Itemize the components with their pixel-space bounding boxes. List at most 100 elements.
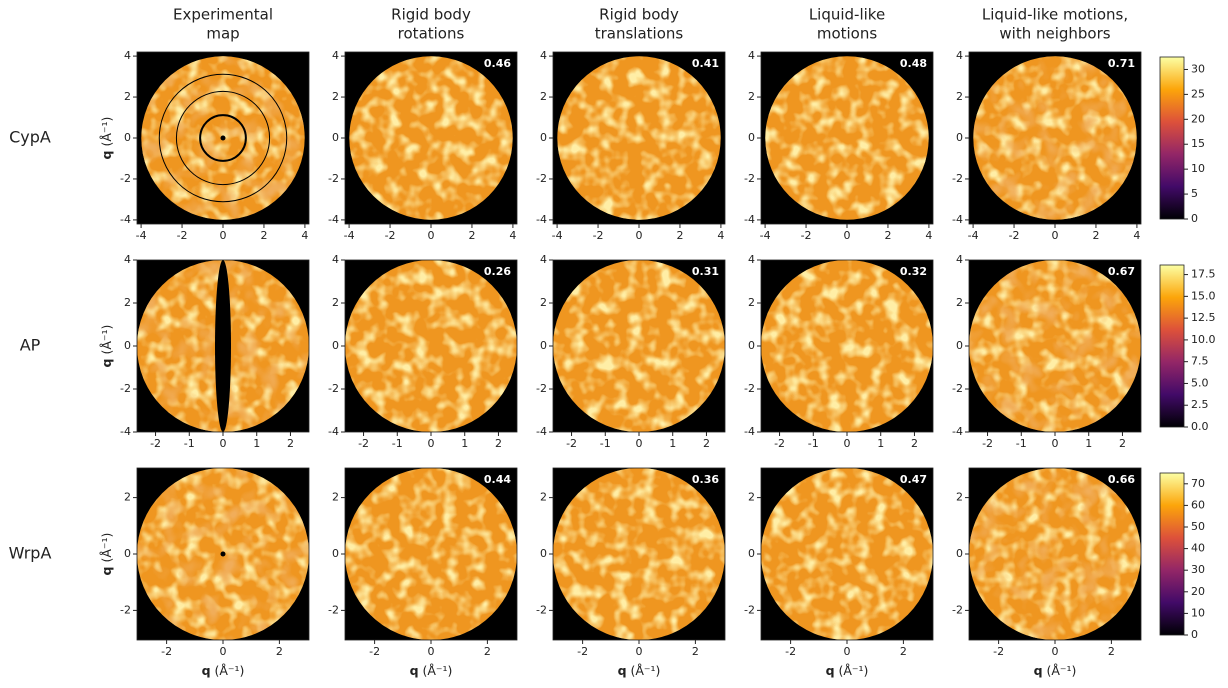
- correlation-label: 0.26: [484, 265, 511, 278]
- y-tick-label: 4: [540, 49, 547, 62]
- map-texture: [761, 260, 933, 432]
- correlation-label: 0.67: [1108, 265, 1135, 278]
- x-tick-label: -4: [552, 229, 563, 242]
- x-tick-label: -2: [774, 437, 785, 450]
- x-tick-label: 1: [669, 437, 676, 450]
- panel: 0.46 -4 -2 0 2 4 -4 -2 0 2 4: [328, 49, 518, 242]
- y-tick-label: -2: [536, 603, 547, 616]
- y-tick-label: 0: [748, 547, 755, 560]
- y-tick-label: 2: [748, 296, 755, 309]
- column-title: motions: [817, 25, 878, 43]
- panel: 0.47 -2 0 2 -2 0 2: [744, 467, 934, 658]
- y-tick-label: -2: [952, 172, 963, 185]
- colorbar-tick-label: 0: [1191, 628, 1198, 641]
- mask-ring: [199, 114, 247, 162]
- axis-unit: (Å⁻¹): [215, 663, 245, 678]
- panel: -2 0 2 -2 0 2: [120, 467, 310, 658]
- correlation-label: 0.41: [692, 57, 719, 70]
- beam-center: [220, 343, 226, 349]
- y-tick-label: 0: [332, 339, 339, 352]
- y-tick-label: -2: [744, 172, 755, 185]
- y-tick-label: 4: [748, 253, 755, 266]
- axis-label: q (Å⁻¹): [99, 533, 114, 576]
- x-tick-label: -2: [801, 229, 812, 242]
- x-tick-label: -4: [344, 229, 355, 242]
- axis-label: q (Å⁻¹): [410, 663, 453, 678]
- x-tick-label: 0: [844, 437, 851, 450]
- beam-center: [220, 135, 226, 141]
- x-tick-label: -1: [808, 437, 819, 450]
- colorbar-tick-label: 10.0: [1191, 333, 1216, 346]
- colorbar-tick-label: 2.5: [1191, 398, 1209, 411]
- map-texture-dark: [969, 260, 1141, 432]
- axis-symbol: q: [1034, 663, 1043, 678]
- colorbar-tick-label: 7.5: [1191, 355, 1209, 368]
- panel: -2 -1 0 1 2 -4 -2 0 2 4: [120, 253, 310, 450]
- map-texture-dark: [969, 468, 1141, 640]
- correlation-label: 0.46: [484, 57, 511, 70]
- panel: 0.71 -4 -2 0 2 4 -4 -2 0 2 4: [952, 49, 1142, 242]
- colorbar-tick-label: 12.5: [1191, 311, 1216, 324]
- x-tick-label: 0: [636, 645, 643, 658]
- row-label: AP: [20, 336, 41, 355]
- y-tick-label: 0: [540, 547, 547, 560]
- panel: 0.48 -4 -2 0 2 4 -4 -2 0 2 4: [744, 49, 934, 242]
- y-tick-label: 2: [124, 90, 131, 103]
- y-tick-label: -4: [328, 425, 339, 438]
- x-tick-label: 0: [1052, 437, 1059, 450]
- x-tick-label: 2: [495, 437, 502, 450]
- y-tick-label: -4: [952, 425, 963, 438]
- panel: -4 -2 0 2 4 -4 -2 0 2 4: [120, 49, 310, 242]
- y-tick-label: 4: [124, 49, 131, 62]
- y-tick-label: 0: [748, 339, 755, 352]
- y-tick-label: 4: [748, 49, 755, 62]
- x-tick-label: 2: [692, 645, 699, 658]
- axis-label: q (Å⁻¹): [1034, 663, 1077, 678]
- x-tick-label: -4: [968, 229, 979, 242]
- x-tick-label: 0: [428, 437, 435, 450]
- x-tick-label: -2: [566, 437, 577, 450]
- x-tick-label: -2: [369, 645, 380, 658]
- panel: 0.26 -2 -1 0 1 2 -4 -2 0 2 4: [328, 253, 518, 450]
- panel: 0.44 -2 0 2 -2 0 2: [328, 467, 518, 658]
- axis-unit: (Å⁻¹): [631, 663, 661, 678]
- axis-symbol: q: [410, 663, 419, 678]
- colorbar-tick-label: 15.0: [1191, 289, 1216, 302]
- axis-unit: (Å⁻¹): [1047, 663, 1077, 678]
- x-tick-label: 2: [260, 229, 267, 242]
- map-texture: [345, 260, 517, 432]
- x-tick-label: 0: [220, 645, 227, 658]
- mask-ring: [175, 90, 271, 186]
- y-tick-label: -4: [744, 213, 755, 226]
- y-tick-label: 2: [332, 491, 339, 504]
- x-tick-label: 2: [484, 645, 491, 658]
- y-tick-label: 0: [956, 547, 963, 560]
- colorbar-tick-label: 0: [1191, 212, 1198, 225]
- map-texture: [761, 468, 933, 640]
- y-tick-label: 0: [124, 547, 131, 560]
- y-tick-label: -2: [744, 382, 755, 395]
- x-tick-label: 0: [220, 437, 227, 450]
- y-tick-label: -4: [952, 213, 963, 226]
- y-tick-label: -4: [536, 425, 547, 438]
- map-texture-dark: [973, 56, 1137, 220]
- axis-label: q (Å⁻¹): [618, 663, 661, 678]
- correlation-label: 0.32: [900, 265, 927, 278]
- y-tick-label: -2: [328, 172, 339, 185]
- x-tick-label: -2: [593, 229, 604, 242]
- y-tick-label: 2: [540, 491, 547, 504]
- axis-label: q (Å⁻¹): [202, 663, 245, 678]
- y-tick-label: 2: [540, 296, 547, 309]
- x-tick-label: -1: [392, 437, 403, 450]
- panel: 0.41 -4 -2 0 2 4 -4 -2 0 2 4: [536, 49, 726, 242]
- x-tick-label: -2: [358, 437, 369, 450]
- correlation-label: 0.47: [900, 473, 927, 486]
- axis-label: q (Å⁻¹): [99, 117, 114, 160]
- y-tick-label: -4: [536, 213, 547, 226]
- colorbar-tick-label: 0.0: [1191, 420, 1209, 433]
- x-tick-label: 4: [1133, 229, 1140, 242]
- x-tick-label: 0: [844, 229, 851, 242]
- colorbar-tick-label: 10: [1191, 162, 1205, 175]
- y-tick-label: 2: [332, 296, 339, 309]
- x-tick-label: 1: [253, 437, 260, 450]
